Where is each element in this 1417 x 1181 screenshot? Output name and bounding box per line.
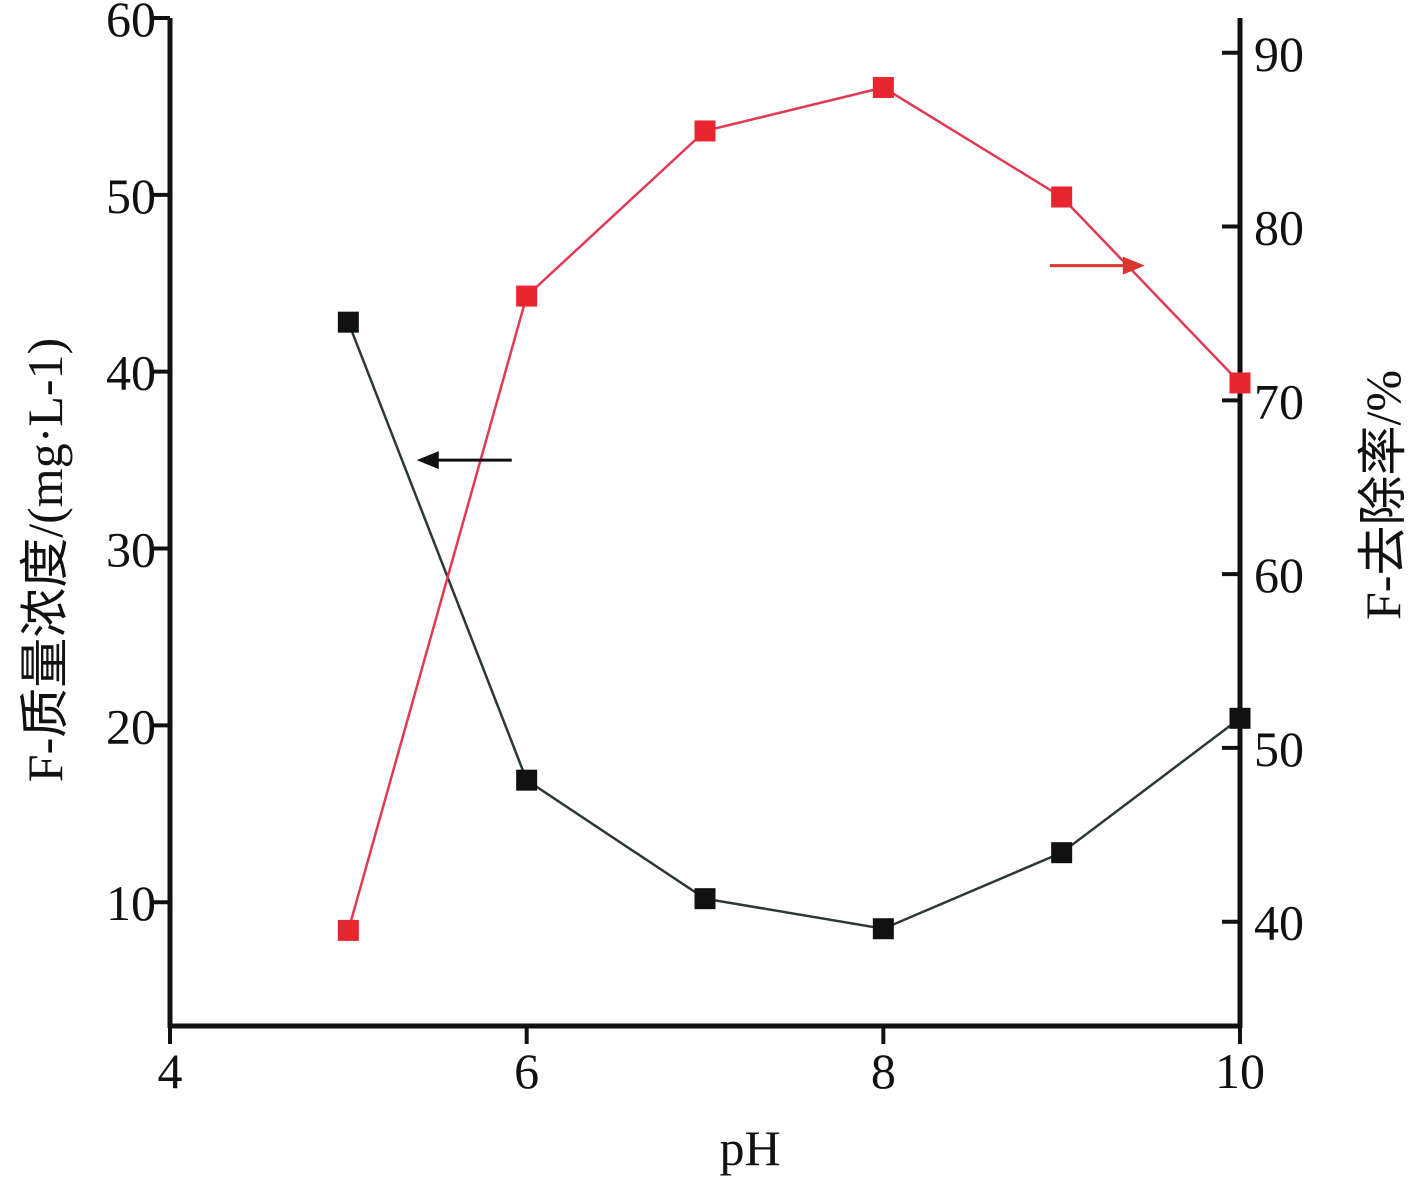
y-left-tick-label: 40	[106, 345, 156, 401]
arrow-right	[1049, 256, 1145, 275]
x-axis-title: pH	[719, 1120, 780, 1176]
arrow-head	[1122, 256, 1145, 275]
series-right-point	[694, 120, 716, 142]
x-tick-label: 6	[514, 1043, 539, 1099]
x-tick-label: 8	[871, 1043, 896, 1099]
x-tick-label: 10	[1215, 1043, 1265, 1099]
y-right-tick-label: 80	[1254, 200, 1304, 256]
y-axis-right-title: F-去除率/%	[1355, 370, 1411, 620]
series-layer	[337, 77, 1251, 941]
y-left-tick-label: 30	[106, 522, 156, 578]
series-right-point	[1051, 186, 1073, 208]
series-left-point	[1229, 707, 1251, 729]
arrow-left	[416, 451, 512, 470]
series-left-point	[694, 888, 716, 910]
x-tick-label: 4	[158, 1043, 183, 1099]
series-right-line	[347, 86, 1241, 931]
y-right-tick-label: 50	[1254, 721, 1304, 777]
arrow-head	[416, 451, 439, 470]
series-right-point	[872, 77, 894, 99]
y-axis-left-title: F-质量浓度/(mg·L-1)	[17, 338, 73, 782]
series-left-point	[337, 311, 359, 333]
y-right-tick-label: 70	[1254, 373, 1304, 429]
annotation-layer	[416, 256, 1145, 470]
axes: 4 6 8 10 10 20 30 40 50 60 40 50 60 70 80 90	[106, 0, 1304, 1099]
series-left-point	[1051, 842, 1073, 864]
series-right-point	[516, 285, 538, 307]
series-left-point	[872, 918, 894, 940]
series-right-point	[1229, 372, 1251, 394]
y-left-tick-label: 10	[106, 875, 156, 931]
y-right-tick-label: 90	[1254, 26, 1304, 82]
series-right-point	[337, 919, 359, 941]
series-left-point	[516, 769, 538, 791]
y-right-tick-label: 60	[1254, 547, 1304, 603]
series-left-line	[347, 321, 1241, 931]
y-left-tick-label: 60	[106, 0, 156, 47]
y-right-tick-label: 40	[1254, 895, 1304, 951]
y-left-tick-label: 20	[106, 698, 156, 754]
y-left-tick-label: 50	[106, 168, 156, 224]
